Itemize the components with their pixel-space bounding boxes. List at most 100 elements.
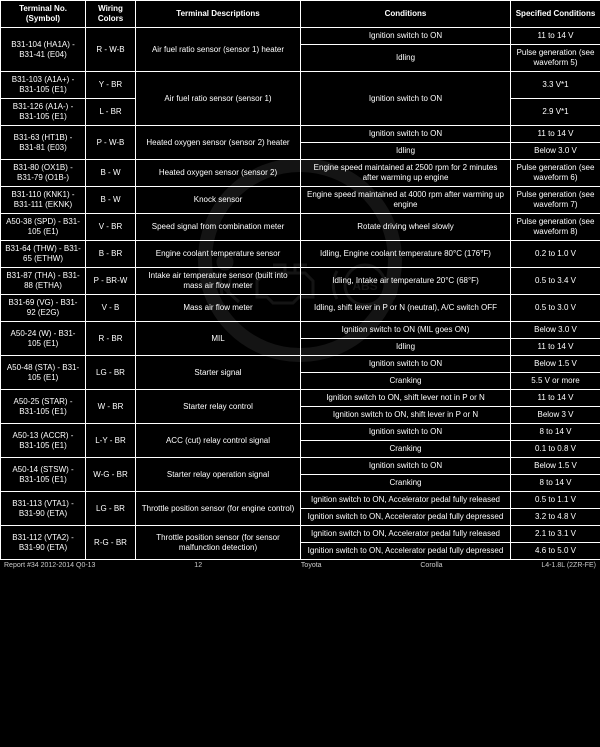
cell-desc: Speed signal from combination meter xyxy=(136,214,301,241)
cell-terminal: B31-87 (THA) - B31-88 (ETHA) xyxy=(1,268,86,295)
cell-spec: 11 to 14 V xyxy=(511,390,600,407)
cell-spec: 2.9 V*1 xyxy=(511,99,600,126)
footer-left: Report #34 2012-2014 Q0-13 xyxy=(4,562,95,569)
table-row: B31-64 (THW) - B31-65 (ETHW)B - BREngine… xyxy=(1,241,600,268)
cell-terminal: B31-112 (VTA2) - B31-90 (ETA) xyxy=(1,526,86,560)
cell-terminal: A50-13 (ACCR) - B31-105 (E1) xyxy=(1,424,86,458)
cell-spec: 2.1 to 3.1 V xyxy=(511,526,600,543)
cell-terminal: B31-104 (HA1A) - B31-41 (E04) xyxy=(1,28,86,72)
cell-cond: Idling xyxy=(301,339,511,356)
cell-wiring: LG - BR xyxy=(86,356,136,390)
cell-desc: Starter relay control xyxy=(136,390,301,424)
cell-spec: 8 to 14 V xyxy=(511,475,600,492)
cell-spec: 8 to 14 V xyxy=(511,424,600,441)
table-row: A50-24 (W) - B31-105 (E1)R - BRMILIgniti… xyxy=(1,322,600,339)
cell-wiring: P - W-B xyxy=(86,126,136,160)
cell-terminal: B31-69 (VG) - B31-92 (E2G) xyxy=(1,295,86,322)
cell-desc: MIL xyxy=(136,322,301,356)
cell-spec: Below 1.5 V xyxy=(511,458,600,475)
cell-terminal: A50-14 (STSW) - B31-105 (E1) xyxy=(1,458,86,492)
cell-wiring: Y - BR xyxy=(86,72,136,99)
cell-desc: Starter signal xyxy=(136,356,301,390)
cell-wiring: R - W-B xyxy=(86,28,136,72)
cell-cond: Ignition switch to ON xyxy=(301,28,511,45)
cell-wiring: B - W xyxy=(86,160,136,187)
hdr-desc: Terminal Descriptions xyxy=(136,1,301,28)
footer-make: Toyota xyxy=(301,562,322,569)
cell-desc: Mass air flow meter xyxy=(136,295,301,322)
table-row: B31-104 (HA1A) - B31-41 (E04)R - W-BAir … xyxy=(1,28,600,45)
cell-desc: Starter relay operation signal xyxy=(136,458,301,492)
cell-cond: Engine speed maintained at 4000 rpm afte… xyxy=(301,187,511,214)
cell-spec: 5.5 V or more xyxy=(511,373,600,390)
cell-spec: 0.5 to 3.0 V xyxy=(511,295,600,322)
footer-model: Corolla xyxy=(420,562,442,569)
cell-wiring: LG - BR xyxy=(86,492,136,526)
hdr-terminal: Terminal No. (Symbol) xyxy=(1,1,86,28)
cell-desc: ACC (cut) relay control signal xyxy=(136,424,301,458)
cell-wiring: W - BR xyxy=(86,390,136,424)
table-row: A50-48 (STA) - B31-105 (E1)LG - BRStarte… xyxy=(1,356,600,373)
cell-spec: 0.5 to 1.1 V xyxy=(511,492,600,509)
cell-cond: Ignition switch to ON, Accelerator pedal… xyxy=(301,509,511,526)
cell-terminal: B31-113 (VTA1) - B31-90 (ETA) xyxy=(1,492,86,526)
cell-spec: 11 to 14 V xyxy=(511,28,600,45)
cell-cond: Ignition switch to ON xyxy=(301,458,511,475)
table-row: A50-25 (STAR) - B31-105 (E1)W - BRStarte… xyxy=(1,390,600,407)
cell-wiring: B - W xyxy=(86,187,136,214)
page-footer: Report #34 2012-2014 Q0-13 12 Toyota Cor… xyxy=(0,560,600,571)
cell-spec: Below 1.5 V xyxy=(511,356,600,373)
hdr-cond: Conditions xyxy=(301,1,511,28)
cell-cond: Idling xyxy=(301,45,511,72)
cell-cond: Idling xyxy=(301,143,511,160)
footer-page: 12 xyxy=(194,562,202,569)
cell-cond: Ignition switch to ON xyxy=(301,424,511,441)
cell-terminal: B31-64 (THW) - B31-65 (ETHW) xyxy=(1,241,86,268)
cell-cond: Ignition switch to ON xyxy=(301,126,511,143)
cell-terminal: B31-103 (A1A+) - B31-105 (E1) xyxy=(1,72,86,99)
cell-spec: 11 to 14 V xyxy=(511,126,600,143)
footer-engine: L4-1.8L (2ZR-FE) xyxy=(541,562,596,569)
terminal-table: Terminal No. (Symbol) Wiring Colors Term… xyxy=(0,0,600,560)
table-row: B31-69 (VG) - B31-92 (E2G)V - BMass air … xyxy=(1,295,600,322)
cell-desc: Throttle position sensor (for engine con… xyxy=(136,492,301,526)
table-row: B31-110 (KNK1) - B31-111 (EKNK)B - WKnoc… xyxy=(1,187,600,214)
table-row: B31-63 (HT1B) - B31-81 (E03)P - W-BHeate… xyxy=(1,126,600,143)
cell-terminal: A50-24 (W) - B31-105 (E1) xyxy=(1,322,86,356)
cell-wiring: V - B xyxy=(86,295,136,322)
cell-cond: Ignition switch to ON xyxy=(301,72,511,126)
cell-desc: Heated oxygen sensor (sensor 2) heater xyxy=(136,126,301,160)
cell-cond: Ignition switch to ON, Accelerator pedal… xyxy=(301,526,511,543)
cell-terminal: B31-110 (KNK1) - B31-111 (EKNK) xyxy=(1,187,86,214)
cell-desc: Heated oxygen sensor (sensor 2) xyxy=(136,160,301,187)
cell-cond: Ignition switch to ON, shift lever not i… xyxy=(301,390,511,407)
hdr-wiring: Wiring Colors xyxy=(86,1,136,28)
cell-spec: 0.1 to 0.8 V xyxy=(511,441,600,458)
cell-desc: Engine coolant temperature sensor xyxy=(136,241,301,268)
cell-wiring: P - BR-W xyxy=(86,268,136,295)
hdr-spec: Specified Conditions xyxy=(511,1,600,28)
cell-terminal: B31-63 (HT1B) - B31-81 (E03) xyxy=(1,126,86,160)
cell-cond: Cranking xyxy=(301,441,511,458)
cell-desc: Throttle position sensor (for sensor mal… xyxy=(136,526,301,560)
table-row: B31-80 (OX1B) - B31-79 (O1B-)B - WHeated… xyxy=(1,160,600,187)
cell-cond: Rotate driving wheel slowly xyxy=(301,214,511,241)
table-row: B31-87 (THA) - B31-88 (ETHA)P - BR-WInta… xyxy=(1,268,600,295)
cell-wiring: L - BR xyxy=(86,99,136,126)
cell-wiring: R-G - BR xyxy=(86,526,136,560)
cell-cond: Idling, Engine coolant temperature 80°C … xyxy=(301,241,511,268)
cell-cond: Ignition switch to ON xyxy=(301,356,511,373)
cell-spec: 3.2 to 4.8 V xyxy=(511,509,600,526)
cell-cond: Idling, Intake air temperature 20°C (68°… xyxy=(301,268,511,295)
cell-wiring: V - BR xyxy=(86,214,136,241)
cell-wiring: B - BR xyxy=(86,241,136,268)
cell-spec: Pulse generation (see waveform 7) xyxy=(511,187,600,214)
header-row: Terminal No. (Symbol) Wiring Colors Term… xyxy=(1,1,600,28)
table-row: A50-13 (ACCR) - B31-105 (E1)L-Y - BRACC … xyxy=(1,424,600,441)
cell-wiring: R - BR xyxy=(86,322,136,356)
cell-spec: Pulse generation (see waveform 8) xyxy=(511,214,600,241)
cell-spec: Below 3.0 V xyxy=(511,143,600,160)
cell-terminal: A50-38 (SPD) - B31-105 (E1) xyxy=(1,214,86,241)
cell-cond: Ignition switch to ON, shift lever in P … xyxy=(301,407,511,424)
cell-terminal: B31-126 (A1A-) - B31-105 (E1) xyxy=(1,99,86,126)
